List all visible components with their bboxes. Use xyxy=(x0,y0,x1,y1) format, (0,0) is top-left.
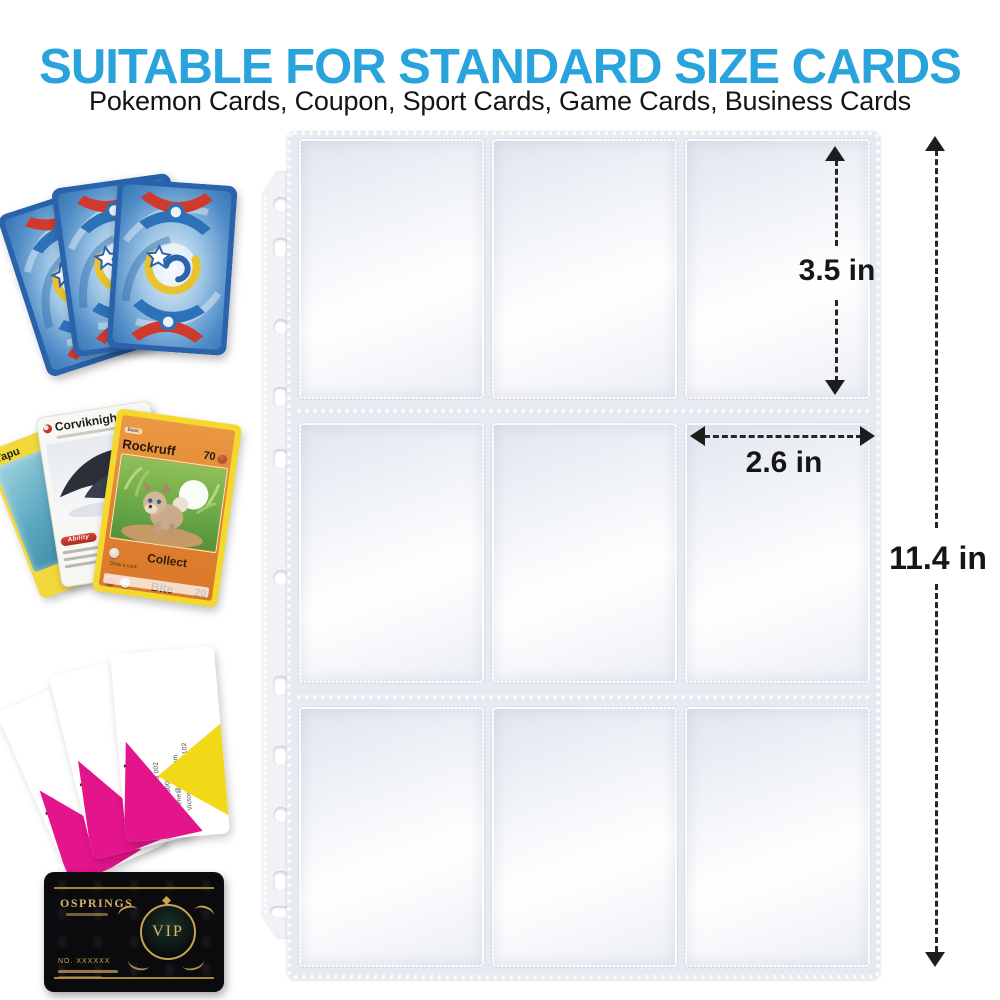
binder-hole xyxy=(273,387,288,407)
pocket-grid xyxy=(299,139,870,967)
pokemon-card-fronts-stack: Tapu Corviknight Ability Basic Rockruff … xyxy=(0,399,250,642)
ability-badge: Ability xyxy=(60,532,98,547)
stage-label: Basic xyxy=(124,426,144,435)
bird-emblem-icon xyxy=(42,423,53,434)
card-pocket xyxy=(685,423,870,683)
page-title: SUITABLE FOR STANDARD SIZE CARDS xyxy=(39,39,962,94)
vip-number: NO. XXXXXX xyxy=(58,958,111,965)
dashed-line xyxy=(935,150,938,528)
gold-line xyxy=(54,977,214,979)
business-card-front: Saheie 001-784523 002 18786500204 feehe@… xyxy=(110,645,230,843)
laurel-ornament-icon xyxy=(126,953,152,973)
row-seam xyxy=(297,695,870,699)
dashed-line xyxy=(835,300,838,382)
business-cards-stack: Saheie Saheie Saheie 001-784523 002 1878… xyxy=(0,642,248,886)
binder-hole xyxy=(273,197,289,213)
brand-subtext xyxy=(66,913,108,916)
binder-hole xyxy=(273,570,289,586)
pocket-height-label: 3.5 in xyxy=(798,254,876,287)
vip-brand: OSPRINGS xyxy=(60,896,134,910)
card-pocket xyxy=(492,423,677,683)
pokemon-card-back xyxy=(106,178,238,356)
arrow-down-icon xyxy=(925,952,945,967)
dashed-line xyxy=(704,435,862,438)
colorless-energy-icon xyxy=(108,547,120,559)
binder-hole xyxy=(273,238,288,258)
card-artwork xyxy=(109,453,229,554)
nine-pocket-page xyxy=(287,131,880,979)
binder-hole xyxy=(273,871,288,891)
arrow-right-icon xyxy=(860,426,875,446)
hp-value: 70 xyxy=(202,449,217,463)
card-pocket xyxy=(492,139,677,399)
card-pocket xyxy=(299,423,484,683)
dashed-line xyxy=(835,160,838,246)
fighting-energy-icon xyxy=(216,452,229,464)
vip-emblem: VIP xyxy=(140,904,196,960)
dashed-line xyxy=(935,584,938,952)
vip-small-text xyxy=(58,976,102,978)
binder-hole xyxy=(270,906,291,918)
binder-hole xyxy=(273,319,289,335)
strip-stitch-edge xyxy=(264,197,267,913)
crown-ornament-icon xyxy=(162,896,171,905)
arrow-up-icon xyxy=(825,146,845,161)
card-pocket xyxy=(299,707,484,967)
row-seam xyxy=(297,409,870,413)
vip-small-text xyxy=(58,970,118,973)
card-pocket xyxy=(299,139,484,399)
laurel-ornament-icon xyxy=(180,953,206,973)
binder-hole xyxy=(273,746,288,766)
binder-hole xyxy=(273,449,288,469)
pocket-width-label: 2.6 in xyxy=(745,446,823,479)
wing-ornament-icon xyxy=(192,903,216,923)
card-pocket xyxy=(492,707,677,967)
page-height-label: 11.4 in xyxy=(889,540,987,576)
binder-hole xyxy=(273,807,289,823)
pokemon-card-rockruff: Basic Rockruff 70 xyxy=(91,408,243,608)
card-pocket xyxy=(685,139,870,399)
card-pocket xyxy=(685,707,870,967)
arrow-down-icon xyxy=(825,380,845,395)
pokemon-card-backs-stack xyxy=(12,170,247,388)
page-subtitle: Pokemon Cards, Coupon, Sport Cards, Game… xyxy=(89,86,911,116)
vip-label: VIP xyxy=(152,923,184,940)
binder-hole xyxy=(273,676,288,696)
arrow-left-icon xyxy=(690,426,705,446)
gold-line xyxy=(54,887,214,889)
vip-membership-card: OSPRINGS VIP NO. XXXXXX xyxy=(44,872,224,992)
arrow-up-icon xyxy=(925,136,945,151)
